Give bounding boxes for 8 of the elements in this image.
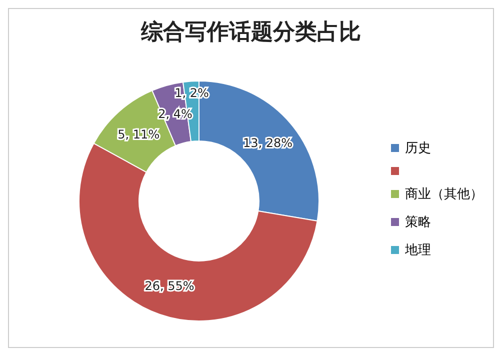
- data-label: 13, 28%: [242, 136, 293, 150]
- data-label: 26, 55%: [144, 279, 194, 294]
- chart-title: 综合写作话题分类占比: [140, 18, 362, 47]
- legend-label: 历史: [405, 140, 431, 157]
- legend-label: 地理: [405, 242, 431, 259]
- legend-label: 策略: [405, 214, 431, 231]
- data-label: 5, 11%: [118, 127, 160, 142]
- legend-label: 商业（其他）: [405, 186, 483, 203]
